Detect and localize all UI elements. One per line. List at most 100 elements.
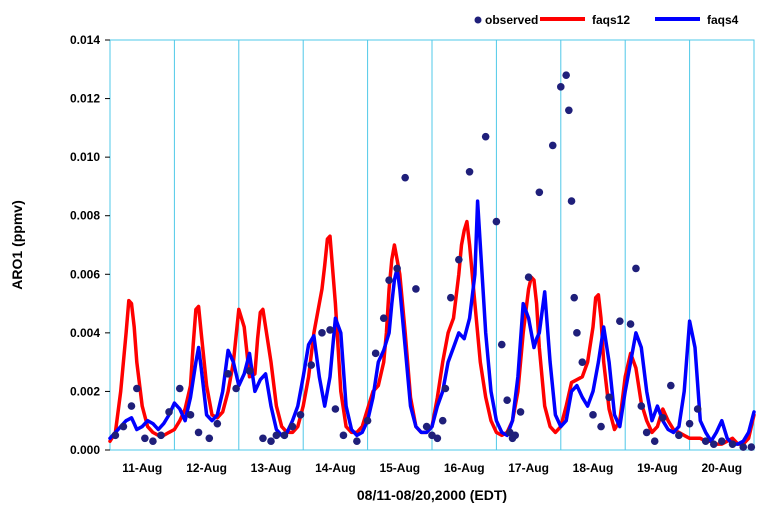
observed-point (363, 416, 372, 425)
y-tick-label: 0.012 (70, 92, 100, 106)
observed-point (650, 437, 659, 446)
observed-point (632, 264, 640, 273)
observed-points (111, 71, 756, 451)
x-tick-label: 15-Aug (379, 461, 420, 475)
observed-point (667, 381, 675, 390)
observed-point (597, 422, 605, 431)
legend-faqs12-label: faqs12 (592, 13, 630, 27)
observed-point (567, 197, 576, 205)
observed-point (331, 405, 340, 413)
observed-point (497, 340, 506, 349)
observed-point (393, 264, 401, 273)
observed-point (728, 440, 737, 448)
observed-point (637, 402, 646, 410)
observed-point (535, 188, 544, 197)
observed-point (511, 431, 519, 440)
observed-point (149, 437, 157, 446)
observed-point (658, 413, 667, 422)
y-tick-label: 0.014 (70, 33, 100, 47)
observed-point (205, 434, 214, 443)
observed-point (589, 411, 597, 419)
observed-point (565, 106, 573, 115)
observed-point (194, 428, 203, 437)
day-grid (173, 40, 691, 450)
observed-point (307, 361, 316, 369)
series-lines (108, 199, 756, 446)
observed-point (626, 320, 635, 328)
y-tick-label: 0.008 (70, 209, 100, 223)
x-tick-label: 11-Aug (122, 461, 162, 475)
observed-point (141, 434, 149, 443)
observed-point (224, 370, 232, 378)
observed-point (111, 431, 120, 440)
observed-point (516, 408, 525, 416)
observed-point (557, 83, 565, 91)
observed-point (318, 329, 326, 337)
y-tick-label: 0.010 (70, 150, 100, 164)
observed-point (718, 437, 726, 446)
observed-point (573, 329, 581, 337)
x-tick-label: 17-Aug (508, 461, 549, 475)
observed-point (422, 422, 431, 431)
x-tick-label: 12-Aug (186, 461, 227, 475)
observed-point (465, 167, 474, 176)
observed-point (353, 437, 361, 446)
observed-point (446, 293, 455, 302)
x-tick-label: 16-Aug (444, 461, 485, 475)
series-line-faqs4 (108, 199, 756, 446)
y-tick-label: 0.006 (70, 267, 100, 281)
observed-point (119, 422, 128, 431)
legend-observed-marker (474, 16, 482, 24)
observed-point (385, 276, 393, 284)
observed-point (133, 384, 141, 393)
observed-point (288, 422, 297, 431)
observed-point (232, 384, 240, 393)
observed-point (492, 217, 501, 226)
observed-point (371, 349, 380, 358)
y-tick-label: 0.002 (70, 384, 100, 398)
observed-point (616, 317, 624, 325)
observed-point (326, 326, 334, 334)
legend-faqs4-label: faqs4 (707, 13, 739, 27)
observed-point (186, 411, 195, 419)
observed-point (165, 408, 173, 416)
observed-point (605, 393, 613, 402)
observed-point (267, 437, 275, 446)
observed-point (675, 431, 683, 440)
observed-point (548, 141, 557, 150)
observed-point (296, 411, 305, 419)
observed-point (213, 419, 222, 428)
x-tick-label: 18-Aug (573, 461, 614, 475)
observed-point (739, 443, 748, 451)
observed-point (481, 132, 490, 141)
x-axis-title: 08/11-08/20,2000 (EDT) (357, 487, 507, 503)
observed-point (570, 293, 579, 302)
observed-point (339, 431, 348, 440)
observed-point (685, 419, 694, 428)
observed-point (127, 402, 136, 410)
x-tick-label: 19-Aug (637, 461, 678, 475)
observed-point (401, 173, 409, 182)
x-tick-label: 13-Aug (251, 461, 292, 475)
observed-point (433, 434, 442, 443)
observed-point (709, 440, 718, 448)
x-tick-label: 14-Aug (315, 461, 356, 475)
observed-point (701, 437, 710, 446)
observed-point (578, 358, 587, 366)
observed-point (245, 367, 254, 375)
y-axis: 0.000 0.002 0.004 0.006 0.008 0.010 0.012 0.014 (70, 33, 110, 457)
observed-point (157, 431, 165, 440)
y-tick-label: 0.000 (70, 443, 100, 457)
observed-point (455, 255, 463, 264)
observed-point (642, 428, 651, 437)
observed-point (441, 384, 450, 393)
x-tick-label: 20-Aug (701, 461, 742, 475)
y-tick-label: 0.004 (70, 326, 100, 340)
y-axis-title: ARO1 (ppmv) (9, 200, 25, 289)
observed-point (562, 71, 570, 79)
observed-point (524, 273, 533, 282)
observed-point (175, 384, 184, 393)
legend-observed-label: observed (485, 13, 538, 27)
x-axis: 11-Aug 12-Aug 13-Aug 14-Aug 15-Aug 16-Aug 17-A… (122, 461, 742, 475)
